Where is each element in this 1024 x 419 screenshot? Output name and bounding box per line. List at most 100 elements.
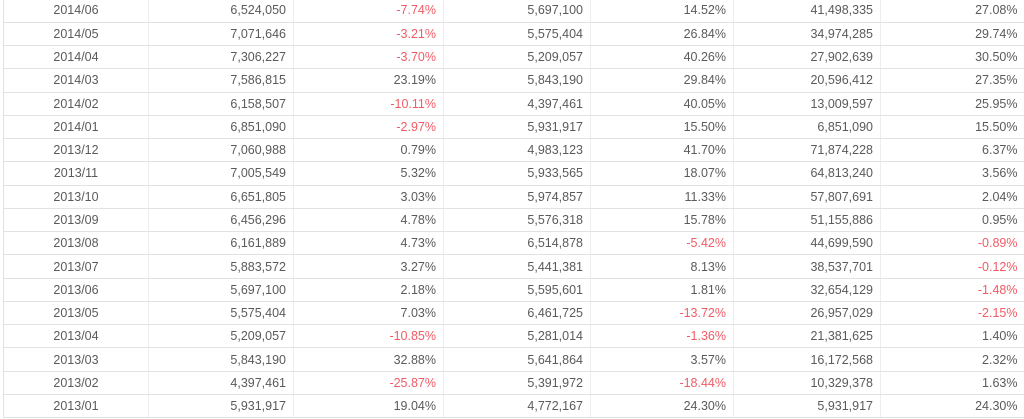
cumulative-percent-cell: -0.89% xyxy=(880,231,1024,256)
value-cell: 4,772,167 xyxy=(443,394,591,419)
month-cell: 2013/04 xyxy=(3,324,149,349)
cumulative-value-cell: 16,172,568 xyxy=(733,347,881,372)
percent-cell: -13.72% xyxy=(590,301,734,326)
table-row: 2013/12 7,060,988 0.79% 4,983,123 41.70% 71,8… xyxy=(3,138,1024,163)
value-cell: 5,931,917 xyxy=(443,115,591,140)
percent-cell: -3.70% xyxy=(293,45,444,70)
percent-cell: 11.33% xyxy=(590,185,734,209)
month-cell: 2014/02 xyxy=(3,92,149,116)
percent-cell: 19.04% xyxy=(293,394,444,419)
percent-cell: -25.87% xyxy=(293,371,444,396)
cumulative-percent-cell: 27.08% xyxy=(880,0,1024,23)
table-row: 2013/06 5,697,100 2.18% 5,595,601 1.81% 32,65… xyxy=(3,278,1024,302)
cumulative-percent-cell: 2.32% xyxy=(880,347,1024,372)
table-row: 2013/10 6,651,805 3.03% 5,974,857 11.33% 57,8… xyxy=(3,185,1024,209)
month-cell: 2013/09 xyxy=(3,208,149,233)
month-cell: 2014/06 xyxy=(3,0,149,23)
percent-cell: 41.70% xyxy=(590,138,734,163)
cumulative-value-cell: 21,381,625 xyxy=(733,324,881,349)
cumulative-percent-cell: 25.95% xyxy=(880,92,1024,116)
cumulative-value-cell: 5,931,917 xyxy=(733,394,881,419)
percent-cell: 7.03% xyxy=(293,301,444,326)
value-cell: 5,575,404 xyxy=(443,22,591,47)
percent-cell: 4.73% xyxy=(293,231,444,256)
cumulative-value-cell: 26,957,029 xyxy=(733,301,881,326)
value-cell: 5,931,917 xyxy=(148,394,294,419)
table-row: 2014/03 7,586,815 23.19% 5,843,190 29.84% 20,… xyxy=(3,68,1024,93)
cumulative-value-cell: 38,537,701 xyxy=(733,254,881,279)
cumulative-value-cell: 51,155,886 xyxy=(733,208,881,233)
value-cell: 5,209,057 xyxy=(443,45,591,70)
percent-cell: 29.84% xyxy=(590,68,734,93)
cumulative-value-cell: 32,654,129 xyxy=(733,278,881,302)
table-row: 2013/09 6,456,296 4.78% 5,576,318 15.78% 51,1… xyxy=(3,208,1024,233)
value-cell: 5,933,565 xyxy=(443,161,591,186)
cumulative-percent-cell: -1.48% xyxy=(880,278,1024,302)
value-cell: 6,461,725 xyxy=(443,301,591,326)
month-cell: 2013/08 xyxy=(3,231,149,256)
value-cell: 6,456,296 xyxy=(148,208,294,233)
percent-cell: 18.07% xyxy=(590,161,734,186)
monthly-revenue-table-wrap: 2014/06 6,524,050 -7.74% 5,697,100 14.52% 41,… xyxy=(3,0,1024,419)
percent-cell: 1.81% xyxy=(590,278,734,302)
value-cell: 7,005,549 xyxy=(148,161,294,186)
percent-cell: 3.03% xyxy=(293,185,444,209)
percent-cell: 15.50% xyxy=(590,115,734,140)
table-row: 2014/01 6,851,090 -2.97% 5,931,917 15.50% 6,8… xyxy=(3,115,1024,140)
month-cell: 2013/11 xyxy=(3,161,149,186)
cumulative-percent-cell: 3.56% xyxy=(880,161,1024,186)
value-cell: 5,974,857 xyxy=(443,185,591,209)
percent-cell: 3.27% xyxy=(293,254,444,279)
value-cell: 6,524,050 xyxy=(148,0,294,23)
value-cell: 6,161,889 xyxy=(148,231,294,256)
percent-cell: 24.30% xyxy=(590,394,734,419)
percent-cell: -18.44% xyxy=(590,371,734,396)
percent-cell: -10.11% xyxy=(293,92,444,116)
value-cell: 5,441,381 xyxy=(443,254,591,279)
month-cell: 2014/04 xyxy=(3,45,149,70)
value-cell: 7,071,646 xyxy=(148,22,294,47)
table-body: 2014/06 6,524,050 -7.74% 5,697,100 14.52% 41,… xyxy=(3,0,1024,419)
monthly-revenue-table: 2014/06 6,524,050 -7.74% 5,697,100 14.52% 41,… xyxy=(3,0,1024,419)
value-cell: 5,595,601 xyxy=(443,278,591,302)
percent-cell: -10.85% xyxy=(293,324,444,349)
cumulative-percent-cell: 2.04% xyxy=(880,185,1024,209)
month-cell: 2013/12 xyxy=(3,138,149,163)
value-cell: 6,651,805 xyxy=(148,185,294,209)
cumulative-percent-cell: 27.35% xyxy=(880,68,1024,93)
cumulative-value-cell: 10,329,378 xyxy=(733,371,881,396)
month-cell: 2014/05 xyxy=(3,22,149,47)
percent-cell: 23.19% xyxy=(293,68,444,93)
percent-cell: 14.52% xyxy=(590,0,734,23)
month-cell: 2014/01 xyxy=(3,115,149,140)
percent-cell: 3.57% xyxy=(590,347,734,372)
value-cell: 5,391,972 xyxy=(443,371,591,396)
percent-cell: -2.97% xyxy=(293,115,444,140)
percent-cell: 5.32% xyxy=(293,161,444,186)
value-cell: 5,209,057 xyxy=(148,324,294,349)
cumulative-value-cell: 71,874,228 xyxy=(733,138,881,163)
cumulative-value-cell: 44,699,590 xyxy=(733,231,881,256)
cumulative-percent-cell: -2.15% xyxy=(880,301,1024,326)
table-row: 2013/05 5,575,404 7.03% 6,461,725 -13.72% 26,… xyxy=(3,301,1024,326)
table-row: 2013/08 6,161,889 4.73% 6,514,878 -5.42% 44,6… xyxy=(3,231,1024,256)
cumulative-value-cell: 34,974,285 xyxy=(733,22,881,47)
percent-cell: 4.78% xyxy=(293,208,444,233)
value-cell: 4,983,123 xyxy=(443,138,591,163)
value-cell: 5,697,100 xyxy=(443,0,591,23)
table-row: 2014/02 6,158,507 -10.11% 4,397,461 40.05% 13… xyxy=(3,92,1024,116)
percent-cell: 40.26% xyxy=(590,45,734,70)
month-cell: 2013/01 xyxy=(3,394,149,419)
table-row: 2014/06 6,524,050 -7.74% 5,697,100 14.52% 41,… xyxy=(3,0,1024,23)
cumulative-percent-cell: 0.95% xyxy=(880,208,1024,233)
cumulative-percent-cell: -0.12% xyxy=(880,254,1024,279)
value-cell: 6,158,507 xyxy=(148,92,294,116)
cumulative-percent-cell: 29.74% xyxy=(880,22,1024,47)
percent-cell: 26.84% xyxy=(590,22,734,47)
month-cell: 2013/02 xyxy=(3,371,149,396)
percent-cell: -1.36% xyxy=(590,324,734,349)
percent-cell: 15.78% xyxy=(590,208,734,233)
value-cell: 5,883,572 xyxy=(148,254,294,279)
value-cell: 6,514,878 xyxy=(443,231,591,256)
month-cell: 2013/05 xyxy=(3,301,149,326)
